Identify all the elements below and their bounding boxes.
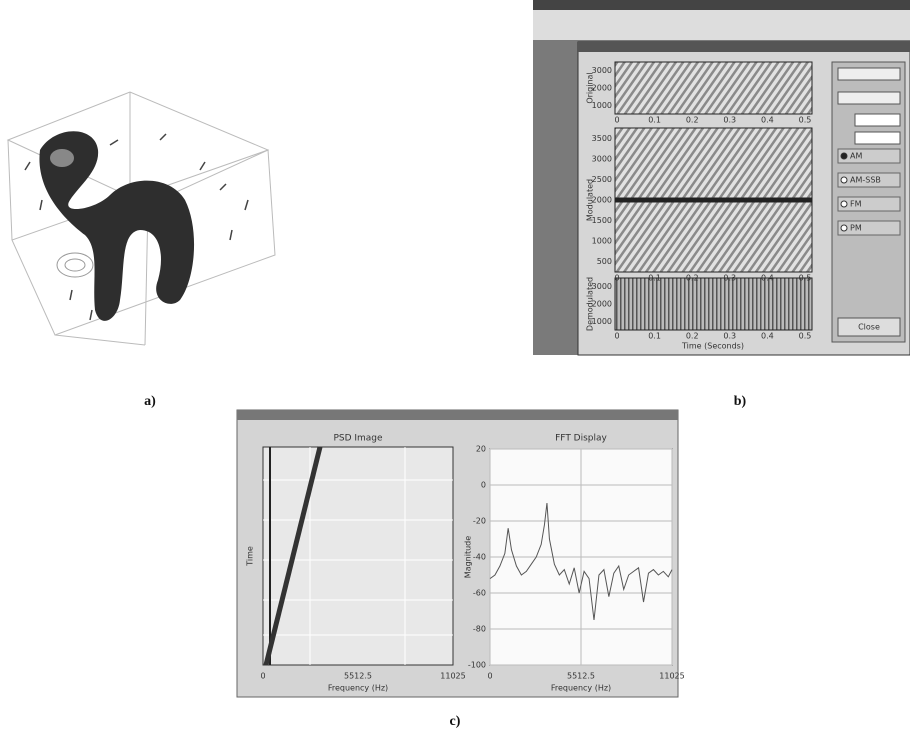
option-label: AM xyxy=(850,152,862,161)
y-axis-label: Time xyxy=(246,546,255,567)
x-tick-label: 0.5 xyxy=(799,116,812,125)
caption: c) xyxy=(450,714,461,729)
y-tick-label: -40 xyxy=(473,553,486,562)
y-tick-label: 2000 xyxy=(592,196,612,205)
x-tick-label: 0 xyxy=(260,672,265,681)
caption: a) xyxy=(144,394,156,409)
panel-a: a) xyxy=(8,92,275,409)
plot-title: FFT Display xyxy=(555,434,607,444)
caption: b) xyxy=(734,394,747,409)
y-tick-label: 3500 xyxy=(592,134,612,143)
y-tick-label: 500 xyxy=(597,257,612,266)
x-tick-label: 11025 xyxy=(659,672,684,681)
y-tick-label: 0 xyxy=(481,481,486,490)
x-tick-label: 0 xyxy=(614,274,619,283)
x-tick-label: 0.1 xyxy=(648,274,661,283)
y-tick-label: 20 xyxy=(476,445,486,454)
radio-dot xyxy=(841,225,847,231)
y-tick-label: 1000 xyxy=(592,237,612,246)
y-tick-label: -60 xyxy=(473,589,486,598)
x-tick-label: 0 xyxy=(487,672,492,681)
inner-title-bar xyxy=(578,42,910,52)
y-tick-label: 2000 xyxy=(592,300,612,309)
y-tick-label: 1500 xyxy=(592,216,612,225)
text-input[interactable] xyxy=(855,132,900,144)
x-tick-label: 0.5 xyxy=(799,332,812,341)
contours xyxy=(57,253,93,277)
option-label: FM xyxy=(850,200,862,209)
y-tick-label: -20 xyxy=(473,517,486,526)
x-tick-label: 0.4 xyxy=(761,274,774,283)
radio-dot xyxy=(841,177,847,183)
dropdown[interactable] xyxy=(838,68,900,80)
x-tick-label: 0 xyxy=(614,332,619,341)
button-label[interactable]: Close xyxy=(858,323,880,332)
x-tick-label: 5512.5 xyxy=(344,672,372,681)
x-tick-label: 5512.5 xyxy=(567,672,595,681)
y-tick-label: -100 xyxy=(468,661,486,670)
plot-area xyxy=(615,62,812,114)
x-tick-label: 0 xyxy=(614,116,619,125)
radio-dot xyxy=(841,201,847,207)
y-tick-label: 3000 xyxy=(592,282,612,291)
y-tick-label: 3000 xyxy=(592,154,612,163)
x-tick-label: 0.5 xyxy=(799,274,812,283)
dropdown[interactable] xyxy=(838,92,900,104)
isosurface xyxy=(39,131,194,321)
y-tick-label: 1000 xyxy=(592,317,612,326)
plot-area xyxy=(615,278,812,330)
y-axis-label: Magnitude xyxy=(464,536,473,578)
x-tick-label: 0.3 xyxy=(723,274,736,283)
figure: a) Original30002000100000.10.20.30.40.5M… xyxy=(0,0,910,735)
x-tick-label: 0.2 xyxy=(686,116,699,125)
y-tick-label: 2500 xyxy=(592,175,612,184)
title-bar xyxy=(533,0,910,10)
x-tick-label: 0.1 xyxy=(648,116,661,125)
x-axis-label: Frequency (Hz) xyxy=(551,684,611,693)
x-tick-label: 0.2 xyxy=(686,274,699,283)
text-input[interactable] xyxy=(855,114,900,126)
x-tick-label: 0.2 xyxy=(686,332,699,341)
x-tick-label: 0.4 xyxy=(761,332,774,341)
y-tick-label: -80 xyxy=(473,625,486,634)
x-tick-label: 0.4 xyxy=(761,116,774,125)
x-tick-label: 0.3 xyxy=(723,116,736,125)
menu-area xyxy=(533,10,910,40)
x-tick-label: 11025 xyxy=(440,672,465,681)
plot-title: PSD Image xyxy=(333,434,383,444)
y-tick-label: 2000 xyxy=(592,84,612,93)
x-axis-label: Frequency (Hz) xyxy=(328,684,388,693)
title-bar xyxy=(237,410,678,420)
x-tick-label: 0.3 xyxy=(723,332,736,341)
radio-dot xyxy=(841,153,847,159)
x-axis-label: Time (Seconds) xyxy=(681,342,744,351)
option-label: AM-SSB xyxy=(850,176,881,185)
option-label: PM xyxy=(850,224,862,233)
y-tick-label: 1000 xyxy=(592,101,612,110)
y-tick-label: 3000 xyxy=(592,66,612,75)
x-tick-label: 0.1 xyxy=(648,332,661,341)
